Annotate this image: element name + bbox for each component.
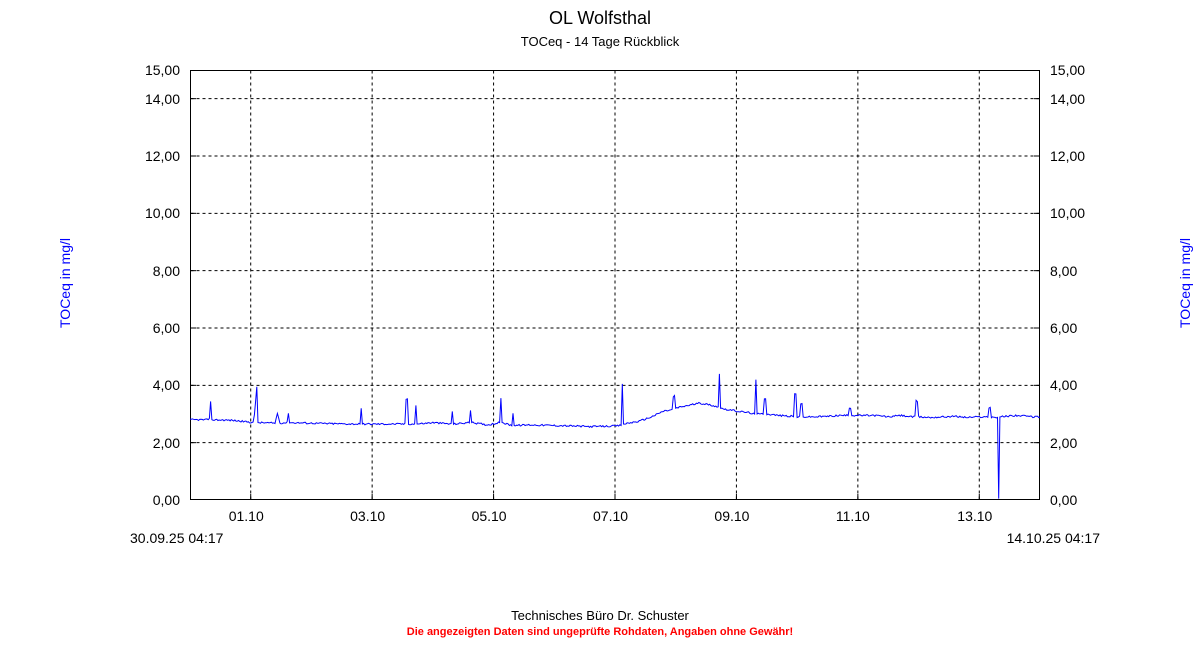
y-axis-label-left: TOCeq in mg/l	[57, 238, 73, 328]
chart-title: OL Wolfsthal	[0, 8, 1200, 29]
y-tick-left: 6,00	[153, 320, 180, 336]
y-tick-right: 14,00	[1050, 91, 1085, 107]
y-tick-left: 8,00	[153, 263, 180, 279]
x-tick: 01.10	[229, 508, 264, 524]
y-tick-right: 12,00	[1050, 148, 1085, 164]
y-tick-left: 2,00	[153, 435, 180, 451]
footer-line-1: Technisches Büro Dr. Schuster	[0, 608, 1200, 623]
y-axis-label-right: TOCeq in mg/l	[1177, 238, 1193, 328]
x-tick: 13.10	[957, 508, 992, 524]
y-tick-right: 6,00	[1050, 320, 1077, 336]
y-tick-left: 0,00	[153, 492, 180, 508]
y-tick-right: 10,00	[1050, 205, 1085, 221]
y-tick-left: 14,00	[145, 91, 180, 107]
x-tick: 11.10	[836, 508, 870, 524]
x-range-start-label: 30.09.25 04:17	[130, 530, 223, 546]
y-tick-left: 10,00	[145, 205, 180, 221]
y-tick-left: 4,00	[153, 377, 180, 393]
y-tick-right: 2,00	[1050, 435, 1077, 451]
y-tick-left: 12,00	[145, 148, 180, 164]
x-tick: 09.10	[714, 508, 749, 524]
footer-line-2: Die angezeigten Daten sind ungeprüfte Ro…	[0, 626, 1200, 638]
y-tick-right: 8,00	[1050, 263, 1077, 279]
x-tick: 07.10	[593, 508, 628, 524]
plot-area	[190, 70, 1040, 500]
y-tick-right: 15,00	[1050, 62, 1085, 78]
x-tick: 05.10	[472, 508, 507, 524]
y-tick-right: 4,00	[1050, 377, 1077, 393]
chart-container: OL Wolfsthal TOCeq - 14 Tage Rückblick T…	[0, 0, 1200, 650]
chart-subtitle: TOCeq - 14 Tage Rückblick	[0, 34, 1200, 49]
x-tick: 03.10	[350, 508, 385, 524]
y-tick-right: 0,00	[1050, 492, 1077, 508]
x-range-end-label: 14.10.25 04:17	[1007, 530, 1100, 546]
y-tick-left: 15,00	[145, 62, 180, 78]
